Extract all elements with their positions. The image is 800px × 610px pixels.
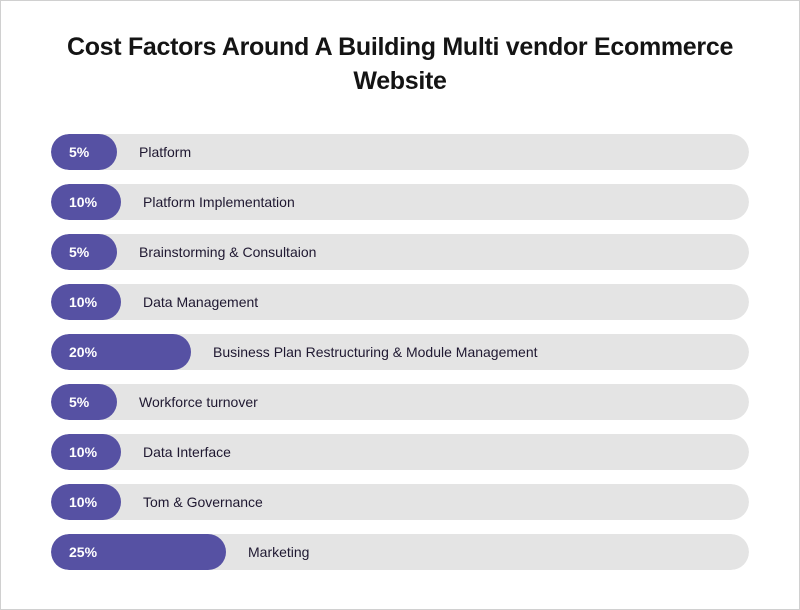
cost-factors-bar-chart: 5% Platform 10% Platform Implementation 5% Br…: [51, 134, 749, 570]
bar-percent: 10%: [69, 194, 97, 210]
bar-percent: 10%: [69, 294, 97, 310]
bar-row: 25% Marketing: [51, 534, 749, 570]
bar-percent: 10%: [69, 494, 97, 510]
bar-percent: 5%: [69, 144, 89, 160]
bar-label: Data Interface: [143, 444, 231, 460]
bar-label: Marketing: [248, 544, 309, 560]
bar-row: 5% Workforce turnover: [51, 384, 749, 420]
bar-percent: 5%: [69, 244, 89, 260]
bar-percent: 5%: [69, 394, 89, 410]
bar-label: Platform: [139, 144, 191, 160]
bar-row: 20% Business Plan Restructuring & Module …: [51, 334, 749, 370]
bar-label: Workforce turnover: [139, 394, 258, 410]
bar-row: 5% Brainstorming & Consultaion: [51, 234, 749, 270]
bar-label: Tom & Governance: [143, 494, 263, 510]
bar-label: Data Management: [143, 294, 258, 310]
bar-row: 5% Platform: [51, 134, 749, 170]
bar-label: Platform Implementation: [143, 194, 295, 210]
bar-percent: 20%: [69, 344, 97, 360]
bar-label: Brainstorming & Consultaion: [139, 244, 316, 260]
bar-row: 10% Data Management: [51, 284, 749, 320]
bar-percent: 25%: [69, 544, 97, 560]
bar-row: 10% Tom & Governance: [51, 484, 749, 520]
bar-percent: 10%: [69, 444, 97, 460]
bar-row: 10% Data Interface: [51, 434, 749, 470]
bar-row: 10% Platform Implementation: [51, 184, 749, 220]
bar-label: Business Plan Restructuring & Module Man…: [213, 344, 538, 360]
chart-title: Cost Factors Around A Building Multi ven…: [51, 31, 749, 99]
